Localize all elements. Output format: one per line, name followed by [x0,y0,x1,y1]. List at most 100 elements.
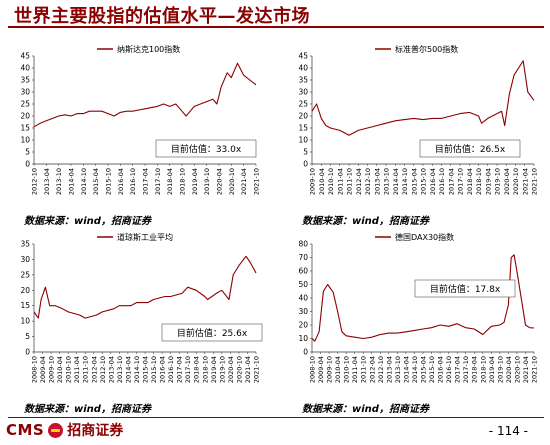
y-tick-label: 10 [298,334,308,343]
x-tick-label: 2019-04 [191,168,199,195]
x-tick-label: 2015-04 [142,356,150,383]
x-tick-label: 2010-10 [343,356,351,383]
x-tick-label: 2017-10 [154,168,162,195]
x-tick-label: 2015-10 [420,168,428,195]
x-tick-label: 2014-10 [80,168,88,195]
x-tick-label: 2016-10 [167,356,175,383]
legend-label: 纳斯达克100指数 [117,44,180,54]
y-tick-label: 20 [298,321,308,330]
y-tick-label: 40 [298,294,308,303]
x-tick-label: 2020-04 [227,356,235,383]
x-tick-label: 2011-10 [346,168,354,195]
annotation-label: 目前估值：33.0x [171,143,242,155]
y-tick-label: 40 [298,64,308,73]
x-tick-label: 2021-10 [253,356,261,383]
x-tick-label: 2020-10 [235,356,243,383]
x-tick-label: 2013-04 [385,356,393,383]
y-tick-label: 20 [20,112,30,121]
y-tick-label: 15 [20,124,30,133]
x-tick-label: 2020-10 [228,168,236,195]
y-tick-label: 0 [25,348,30,357]
y-tick-label: 10 [20,136,30,145]
x-tick-label: 2018-04 [193,356,201,383]
x-tick-label: 2018-04 [166,168,174,195]
x-tick-label: 2016-04 [117,168,125,195]
series-line [33,255,257,319]
y-tick-label: 5 [25,148,30,157]
y-tick-label: 60 [298,267,308,276]
y-tick-label: 10 [298,136,308,145]
x-tick-label: 2018-10 [179,168,187,195]
x-tick-label: 2019-10 [203,168,211,195]
logo-cms-text: CMS [6,421,45,439]
source-note-3: 数据来源：wind，招商证券 [24,404,151,415]
x-tick-label: 2018-04 [471,356,479,383]
x-tick-label: 2015-10 [105,168,113,195]
x-tick-label: 2012-10 [99,356,107,383]
y-tick-label: 0 [25,160,30,169]
source-note-2: 数据来源：wind，招商证券 [302,216,429,227]
y-tick-label: 45 [20,52,30,61]
y-tick-label: 80 [298,240,308,249]
x-tick-label: 2016-04 [159,356,167,383]
x-tick-label: 2013-10 [55,168,63,195]
y-tick-label: 35 [20,240,30,249]
x-tick-label: 2014-10 [411,356,419,383]
annotation-box [414,279,516,298]
x-tick-label: 2021-04 [522,356,530,383]
annotation-label: 目前估值：17.8x [430,283,501,295]
chart-djia: 0 5 10 15 20 25 30 35 2008-10 2009-04 2009-10 2010-… [4,228,263,383]
y-tick-label: 50 [298,280,308,289]
y-tick-label: 25 [20,100,30,109]
x-tick-label: 2010-04 [318,168,326,195]
x-tick-label: 2021-04 [521,168,529,195]
y-tick-label: 30 [20,255,30,264]
x-tick-label: 2012-04 [355,168,363,195]
y-tick-label: 30 [20,88,30,97]
x-tick-label: 2011-04 [351,356,359,383]
x-tick-label: 2019-04 [484,168,492,195]
x-tick-label: 2015-10 [150,356,158,383]
x-tick-label: 2011-10 [82,356,90,383]
y-tick-label: 0 [303,348,308,357]
x-tick-label: 2017-04 [142,168,150,195]
y-tick-label: 0 [303,160,308,169]
y-tick-label: 15 [298,124,308,133]
x-tick-label: 2016-10 [438,168,446,195]
x-tick-label: 2017-10 [184,356,192,383]
y-tick-label: 5 [303,148,308,157]
x-tick-label: 2011-04 [73,356,81,383]
chart-sp500: 0 5 10 15 20 25 30 35 40 45 2009-10 2010-04 2010-10 2… [282,40,540,195]
series-line [311,60,535,136]
x-tick-label: 2009-10 [309,168,317,195]
x-tick-label: 2014-10 [401,168,409,195]
company-logo: CMS 招商证券 [6,420,123,440]
x-tick-label: 2016-10 [129,168,137,195]
annotation-label: 目前估值：26.5x [435,143,506,155]
title-divider [8,26,544,28]
x-tick-label: 2021-10 [531,356,539,383]
x-tick-label: 2018-10 [479,356,487,383]
y-tick-label: 35 [20,76,30,85]
source-note-1: 数据来源：wind，招商证券 [24,216,151,227]
x-tick-label: 2021-10 [253,168,261,195]
legend-label: 道琼斯工业平均 [117,232,173,242]
annotation-box [419,139,521,158]
y-tick-label: 15 [20,301,30,310]
series-line [311,254,535,342]
x-tick-label: 2018-10 [475,168,483,195]
x-tick-label: 2008-10 [31,356,39,383]
x-tick-label: 2014-04 [124,356,132,383]
y-tick-label: 30 [298,88,308,97]
x-tick-label: 2013-10 [383,168,391,195]
x-tick-label: 2017-04 [454,356,462,383]
logo-mark-icon [48,422,64,438]
annotation-label: 目前估值：25.6x [177,327,248,339]
x-tick-label: 2012-10 [31,168,39,195]
x-tick-label: 2020-10 [512,168,520,195]
x-tick-label: 2015-04 [420,356,428,383]
x-tick-label: 2016-04 [429,168,437,195]
x-tick-label: 2014-10 [133,356,141,383]
